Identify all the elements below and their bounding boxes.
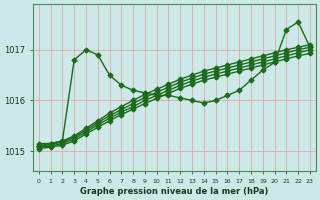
X-axis label: Graphe pression niveau de la mer (hPa): Graphe pression niveau de la mer (hPa): [80, 187, 268, 196]
